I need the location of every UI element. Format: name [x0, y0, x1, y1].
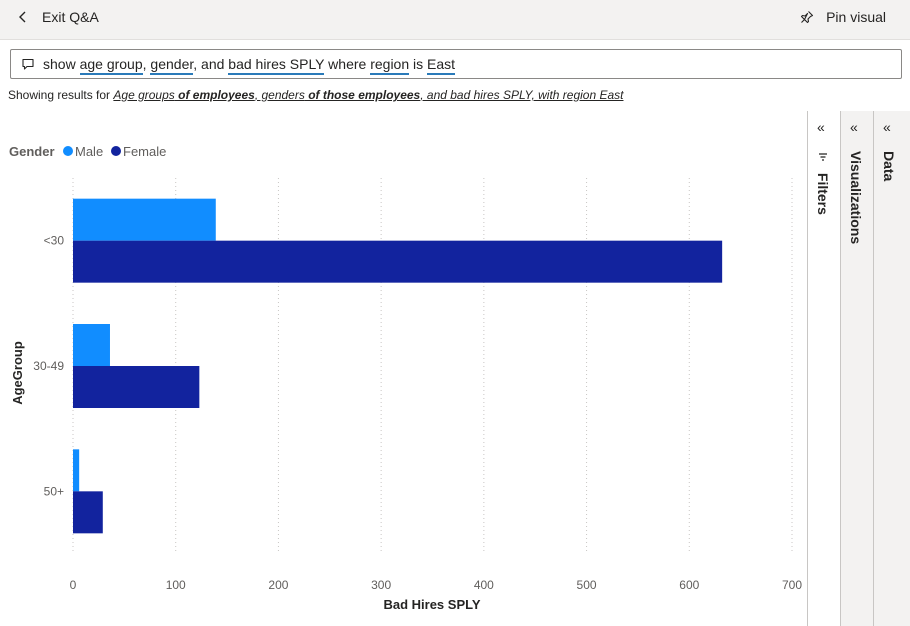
query-token[interactable]: East	[427, 56, 456, 75]
x-axis-title: Bad Hires SPLY	[383, 597, 480, 612]
restated-query-part: , genders	[254, 88, 305, 102]
visualizations-collapse-chevron-icon[interactable]: «	[850, 119, 858, 135]
data-collapse-chevron-icon[interactable]: «	[883, 119, 891, 135]
x-tick-label: 400	[474, 578, 494, 592]
top-bar: Exit Q&A Pin visual	[0, 0, 910, 40]
query-text-part: ,	[142, 56, 151, 72]
query-text-part: show	[43, 56, 80, 72]
y-axis-title: AgeGroup	[10, 341, 25, 405]
query-token[interactable]: bad hires SPLY	[228, 56, 325, 75]
legend-title: Gender	[9, 144, 55, 159]
qa-question-input[interactable]: show age group, gender, and bad hires SP…	[10, 49, 902, 79]
query-text-part: is	[409, 56, 428, 72]
legend-marker-male[interactable]	[63, 146, 73, 156]
showing-prefix: Showing results for	[8, 88, 114, 102]
filters-pane[interactable]: « Filters	[807, 111, 840, 626]
bar-female[interactable]	[73, 491, 103, 534]
x-tick-label: 100	[166, 578, 186, 592]
bar-female[interactable]	[73, 366, 200, 408]
chat-bubble-icon	[21, 57, 35, 71]
x-tick-label: 300	[371, 578, 391, 592]
bar-male[interactable]	[73, 198, 216, 241]
bar-male[interactable]	[73, 324, 110, 366]
visualizations-pane-title[interactable]: Visualizations	[848, 151, 864, 244]
x-tick-label: 500	[577, 578, 597, 592]
filter-icon	[815, 151, 831, 167]
y-tick-label: 50+	[44, 484, 64, 498]
restated-query-link[interactable]: Age groups of employees, genders of thos…	[113, 88, 623, 102]
bar-female[interactable]	[73, 240, 723, 283]
data-label: Data	[881, 151, 897, 182]
data-pane-title[interactable]: Data	[881, 151, 897, 181]
exit-qa-label: Exit Q&A	[42, 9, 99, 25]
bar-chart: Gender Male Female 0 100 200 300 400 500 600 700 <3…	[9, 144, 802, 612]
legend-marker-female[interactable]	[111, 146, 121, 156]
exit-qa-button[interactable]: Exit Q&A	[18, 9, 99, 25]
data-pane[interactable]: « Data	[873, 111, 910, 626]
showing-results-text: Showing results for Age groups of employ…	[8, 88, 623, 102]
restated-query-part: of those employees	[304, 88, 421, 102]
filters-collapse-chevron-icon[interactable]: «	[817, 119, 825, 135]
bar-male[interactable]	[73, 449, 80, 492]
x-tick-label: 200	[268, 578, 288, 592]
restated-query-part: Age groups	[113, 88, 175, 102]
y-tick-label: <30	[44, 234, 65, 248]
chevron-left-icon	[19, 11, 26, 23]
visualizations-label: Visualizations	[848, 151, 864, 245]
filters-pane-title[interactable]: Filters	[815, 151, 831, 215]
restated-query-part: of employees	[174, 88, 255, 102]
legend-label-male[interactable]: Male	[75, 144, 103, 159]
pin-icon	[801, 11, 814, 24]
filters-label: Filters	[815, 172, 831, 215]
query-token[interactable]: region	[370, 56, 410, 75]
visualizations-pane[interactable]: « Visualizations	[840, 111, 873, 626]
question-text[interactable]: show age group, gender, and bad hires SP…	[43, 56, 456, 75]
pin-visual-button[interactable]: Pin visual	[800, 9, 886, 25]
pin-visual-label: Pin visual	[826, 9, 886, 25]
y-tick-label: 30-49	[33, 359, 64, 373]
query-token[interactable]: gender	[150, 56, 194, 75]
legend-label-female[interactable]: Female	[123, 144, 166, 159]
query-text-part: , and	[193, 56, 229, 72]
x-tick-label: 0	[70, 578, 77, 592]
query-text-part: where	[324, 56, 371, 72]
side-panes: « Filters « Visualizations « Data	[807, 111, 910, 626]
x-tick-label: 600	[679, 578, 699, 592]
x-tick-label: 700	[782, 578, 802, 592]
query-token[interactable]: age group	[79, 56, 143, 75]
restated-query-part: , and bad hires SPLY, with region East	[420, 88, 624, 102]
